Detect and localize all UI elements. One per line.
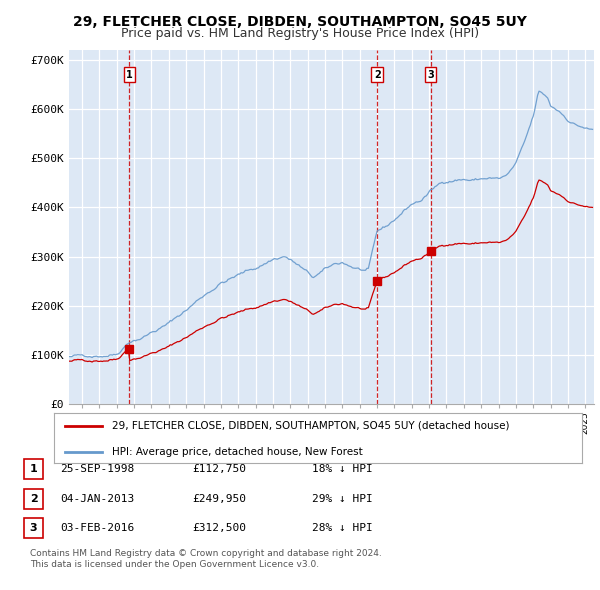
Text: 25-SEP-1998: 25-SEP-1998 [60, 464, 134, 474]
Text: This data is licensed under the Open Government Licence v3.0.: This data is licensed under the Open Gov… [30, 560, 319, 569]
Text: 2: 2 [30, 494, 37, 503]
Text: £249,950: £249,950 [192, 494, 246, 503]
Text: 18% ↓ HPI: 18% ↓ HPI [312, 464, 373, 474]
Text: Contains HM Land Registry data © Crown copyright and database right 2024.: Contains HM Land Registry data © Crown c… [30, 549, 382, 558]
Text: £312,500: £312,500 [192, 523, 246, 533]
Text: 1: 1 [126, 70, 133, 80]
Text: £112,750: £112,750 [192, 464, 246, 474]
Text: 1: 1 [30, 464, 37, 474]
Text: 04-JAN-2013: 04-JAN-2013 [60, 494, 134, 503]
Text: 3: 3 [427, 70, 434, 80]
Text: 28% ↓ HPI: 28% ↓ HPI [312, 523, 373, 533]
Text: 29, FLETCHER CLOSE, DIBDEN, SOUTHAMPTON, SO45 5UY (detached house): 29, FLETCHER CLOSE, DIBDEN, SOUTHAMPTON,… [112, 421, 509, 431]
Text: 29, FLETCHER CLOSE, DIBDEN, SOUTHAMPTON, SO45 5UY: 29, FLETCHER CLOSE, DIBDEN, SOUTHAMPTON,… [73, 15, 527, 29]
Text: Price paid vs. HM Land Registry's House Price Index (HPI): Price paid vs. HM Land Registry's House … [121, 27, 479, 40]
Text: 29% ↓ HPI: 29% ↓ HPI [312, 494, 373, 503]
Text: 03-FEB-2016: 03-FEB-2016 [60, 523, 134, 533]
Text: 2: 2 [374, 70, 380, 80]
Text: HPI: Average price, detached house, New Forest: HPI: Average price, detached house, New … [112, 447, 363, 457]
Text: 3: 3 [30, 523, 37, 533]
